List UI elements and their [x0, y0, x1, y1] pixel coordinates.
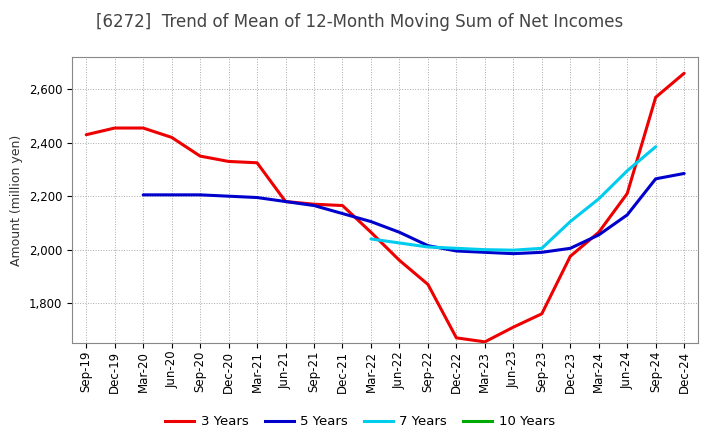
- Y-axis label: Amount (million yen): Amount (million yen): [10, 135, 23, 266]
- Legend: 3 Years, 5 Years, 7 Years, 10 Years: 3 Years, 5 Years, 7 Years, 10 Years: [160, 410, 560, 433]
- 5 Years: [452, 248, 461, 253]
- 3 Years: [310, 202, 318, 207]
- 3 Years: [652, 95, 660, 100]
- 5 Years: [139, 192, 148, 198]
- 5 Years: [680, 171, 688, 176]
- 7 Years: [537, 246, 546, 251]
- 3 Years: [139, 125, 148, 131]
- 3 Years: [167, 135, 176, 140]
- Text: [6272]  Trend of Mean of 12-Month Moving Sum of Net Incomes: [6272] Trend of Mean of 12-Month Moving …: [96, 13, 624, 31]
- 7 Years: [452, 246, 461, 251]
- 5 Years: [167, 192, 176, 198]
- 7 Years: [623, 168, 631, 173]
- 3 Years: [110, 125, 119, 131]
- Line: 3 Years: 3 Years: [86, 73, 684, 342]
- 3 Years: [282, 199, 290, 204]
- 3 Years: [480, 339, 489, 345]
- 5 Years: [623, 212, 631, 217]
- 5 Years: [537, 249, 546, 255]
- 3 Years: [196, 154, 204, 159]
- 5 Years: [395, 230, 404, 235]
- 5 Years: [480, 249, 489, 255]
- 5 Years: [282, 199, 290, 204]
- 3 Years: [225, 159, 233, 164]
- 5 Years: [509, 251, 518, 256]
- 3 Years: [452, 335, 461, 341]
- 7 Years: [566, 219, 575, 224]
- 7 Years: [366, 236, 375, 242]
- 3 Years: [623, 191, 631, 196]
- 3 Years: [82, 132, 91, 137]
- 7 Years: [652, 144, 660, 150]
- 3 Years: [423, 282, 432, 287]
- 5 Years: [595, 232, 603, 238]
- 7 Years: [395, 240, 404, 246]
- 5 Years: [338, 211, 347, 216]
- 5 Years: [566, 246, 575, 251]
- 3 Years: [566, 254, 575, 259]
- 3 Years: [509, 325, 518, 330]
- 3 Years: [366, 230, 375, 235]
- 5 Years: [196, 192, 204, 198]
- 5 Years: [253, 195, 261, 200]
- 3 Years: [253, 160, 261, 165]
- 5 Years: [225, 194, 233, 199]
- 7 Years: [423, 244, 432, 249]
- 3 Years: [680, 70, 688, 76]
- Line: 5 Years: 5 Years: [143, 173, 684, 253]
- 3 Years: [395, 258, 404, 263]
- 5 Years: [652, 176, 660, 181]
- 5 Years: [366, 219, 375, 224]
- 7 Years: [509, 248, 518, 253]
- 7 Years: [480, 247, 489, 252]
- 5 Years: [423, 243, 432, 248]
- 7 Years: [595, 196, 603, 202]
- 3 Years: [537, 311, 546, 316]
- Line: 7 Years: 7 Years: [371, 147, 656, 250]
- 3 Years: [338, 203, 347, 208]
- 5 Years: [310, 203, 318, 208]
- 3 Years: [595, 230, 603, 235]
